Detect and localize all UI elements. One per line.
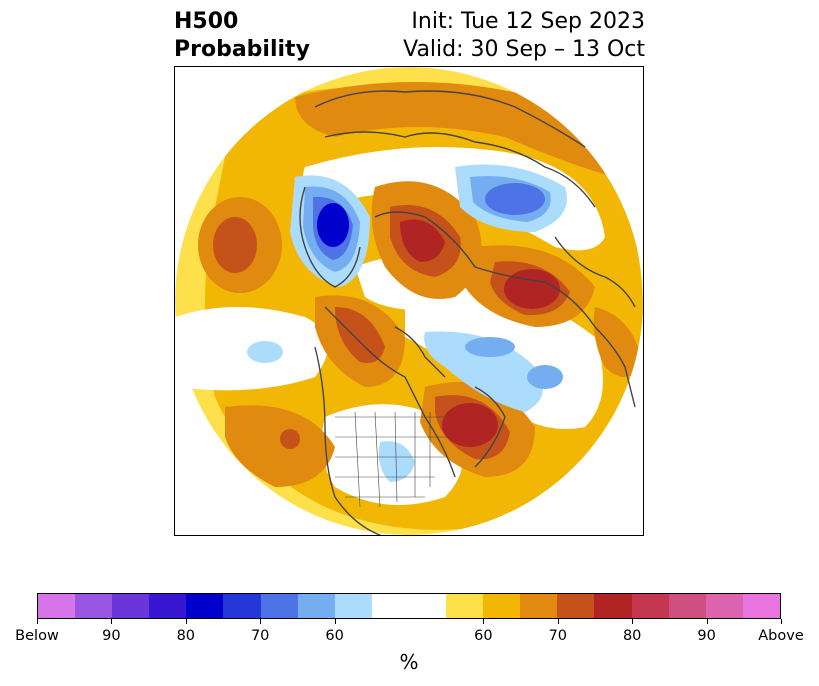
valid-period: Valid: 30 Sep – 13 Oct bbox=[403, 37, 645, 62]
below-normal-90-siberia-east bbox=[317, 203, 349, 247]
map-title: H500 Probability bbox=[174, 8, 310, 64]
colorbar-tick-label: 80 bbox=[176, 628, 196, 644]
colorbar-tick-mark bbox=[632, 619, 634, 624]
above-normal-90-atlantic bbox=[442, 403, 498, 447]
colorbar-segment bbox=[631, 594, 669, 618]
colorbar-tick-label: 90 bbox=[697, 628, 716, 644]
init-date: Init: Tue 12 Sep 2023 bbox=[411, 9, 645, 34]
colorbar-tick-mark bbox=[260, 619, 262, 624]
colorbar-segment bbox=[186, 594, 224, 618]
colorbar-segment bbox=[149, 594, 187, 618]
above-normal-90-asia bbox=[400, 219, 445, 262]
colorbar-tick-mark bbox=[706, 619, 708, 624]
below-normal-60-pacific bbox=[247, 341, 283, 363]
colorbar-tick-label: 60 bbox=[325, 628, 344, 644]
colorbar-segment bbox=[557, 594, 595, 618]
colorbar-segment bbox=[594, 594, 632, 618]
colorbar-segment bbox=[742, 594, 780, 618]
below-normal-60-greenland bbox=[424, 331, 543, 412]
above-normal-70-arctic bbox=[295, 82, 615, 177]
colorbar-segment bbox=[260, 594, 298, 618]
below-normal-70-atlantic-east bbox=[527, 365, 563, 389]
colorbar-segment bbox=[446, 594, 484, 618]
title-variable: H500 bbox=[174, 9, 239, 34]
colorbar-tick-mark bbox=[111, 619, 113, 624]
colorbar-segment bbox=[38, 594, 76, 618]
colorbar-tick-label: 80 bbox=[622, 628, 642, 644]
colorbar-segment bbox=[334, 594, 372, 618]
colorbar-tick-mark bbox=[334, 619, 336, 624]
colorbar-segment bbox=[223, 594, 261, 618]
colorbar-tick-label: 90 bbox=[102, 628, 121, 644]
map-subtitle: Init: Tue 12 Sep 2023 Valid: 30 Sep – 13… bbox=[403, 8, 645, 64]
colorbar-segment bbox=[75, 594, 113, 618]
above-normal-80-pacific bbox=[213, 217, 257, 273]
colorbar-segment bbox=[297, 594, 335, 618]
colorbar-segment bbox=[705, 594, 743, 618]
above-normal-80-epacific bbox=[280, 429, 300, 449]
colorbar-tick-label: 70 bbox=[250, 628, 270, 644]
colorbar-tick-mark bbox=[781, 619, 782, 624]
colorbar-tick-mark bbox=[185, 619, 187, 624]
colorbar-unit: % bbox=[399, 650, 419, 674]
colorbar-segment bbox=[668, 594, 706, 618]
colorbar-segment bbox=[112, 594, 150, 618]
above-normal-70-epacific bbox=[225, 405, 335, 487]
below-normal-70-greenland bbox=[465, 337, 515, 357]
colorbar-tick-label: 60 bbox=[474, 628, 493, 644]
coastlines bbox=[299, 90, 636, 535]
below-normal-60-us bbox=[378, 441, 415, 482]
above-normal-80-canada bbox=[335, 307, 385, 363]
colorbar-tick-label: 70 bbox=[548, 628, 568, 644]
polar-map bbox=[175, 67, 643, 535]
state-borders bbox=[335, 411, 450, 508]
colorbar-tick-mark bbox=[37, 619, 38, 624]
colorbar-segment bbox=[520, 594, 558, 618]
colorbar-tick-mark bbox=[483, 619, 485, 624]
colorbar-segment bbox=[408, 594, 447, 618]
colorbar-segment bbox=[483, 594, 521, 618]
colorbar bbox=[37, 593, 781, 619]
below-normal-80-scandinavia bbox=[485, 183, 545, 215]
title-product: Probability bbox=[174, 37, 310, 62]
colorbar-tick-label: Above bbox=[758, 628, 804, 644]
colorbar-tick-label: Below bbox=[15, 628, 59, 644]
above-normal-70-europe-east bbox=[593, 307, 643, 377]
colorbar-tick-mark bbox=[557, 619, 559, 624]
above-normal-90-europe bbox=[504, 269, 560, 309]
colorbar-segment bbox=[371, 594, 409, 618]
map-frame bbox=[174, 66, 644, 536]
